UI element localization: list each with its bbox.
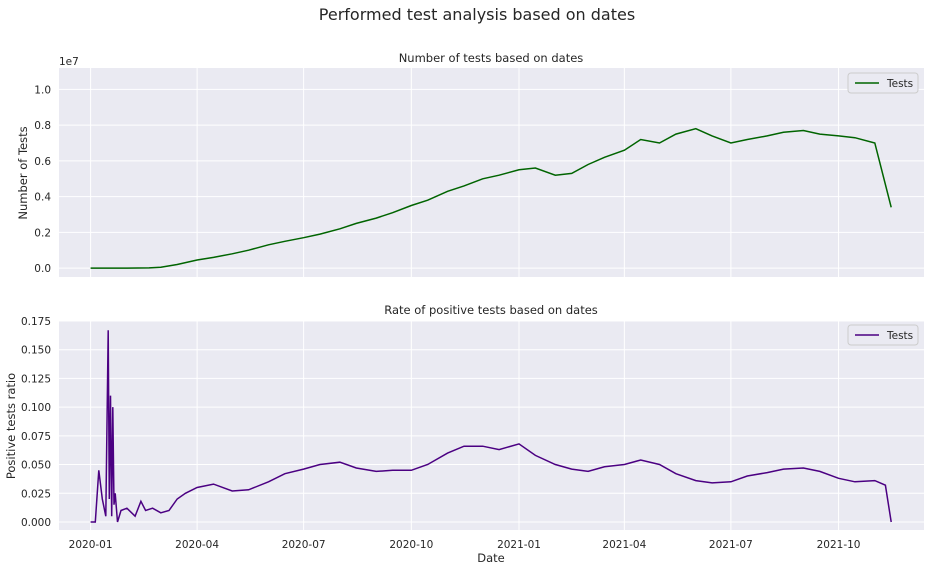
positive-rate-y-axis-label: Positive tests ratio: [4, 373, 18, 479]
y-tick-label: 0.125: [21, 373, 51, 385]
y-tick-label: 0.175: [21, 316, 51, 328]
x-tick-label: 2020-10: [389, 539, 433, 551]
x-tick-label: 2021-01: [497, 539, 541, 551]
positive-rate-x-ticks: 2020-01 2020-04 2020-07 2020-10 2021-01 2021-…: [69, 539, 861, 551]
x-tick-label: 2021-04: [602, 539, 646, 551]
positive-rate-chart-title: Rate of positive tests based on dates: [384, 303, 598, 317]
positive-rate-plot-area: [59, 321, 924, 530]
tests-legend-box: [847, 72, 919, 94]
y-tick-label: 0.150: [21, 345, 51, 357]
y-tick-label: 0.050: [21, 460, 51, 472]
y-tick-label: 0.025: [21, 488, 51, 500]
y-tick-label: 0.000: [21, 517, 51, 529]
y-tick-label: 1.0: [34, 84, 51, 96]
positive-rate-legend-label: Tests: [886, 330, 913, 342]
x-tick-label: 2020-07: [282, 539, 326, 551]
tests-series-line: [90, 127, 892, 269]
tests-y-axis-label: Number of Tests: [16, 126, 30, 219]
y-tick-label: 0.0: [34, 263, 51, 275]
tests-legend: Tests: [847, 72, 919, 94]
positive-rate-x-axis-label: Date: [477, 551, 505, 565]
x-tick-label: 2020-04: [175, 539, 219, 551]
tests-y-ticks: 0.0 0.2 0.4 0.6 0.8 1.0: [34, 84, 51, 275]
positive-rate-chart: 2020-01 2020-04 2020-07 2020-10 2021-01 2021-…: [4, 303, 924, 565]
figure-title: Performed test analysis based on dates: [319, 5, 635, 24]
positive-rate-series-line: [90, 330, 892, 523]
tests-y-offset-label: 1e7: [59, 56, 79, 68]
y-tick-label: 0.075: [21, 431, 51, 443]
tests-grid: [59, 68, 924, 277]
x-tick-label: 2021-07: [709, 539, 753, 551]
positive-rate-grid: [59, 320, 924, 530]
y-tick-label: 0.6: [34, 156, 51, 168]
tests-chart-title: Number of tests based on dates: [399, 51, 584, 65]
x-tick-label: 2020-01: [69, 539, 113, 551]
tests-chart: 0.0 0.2 0.4 0.6 0.8 1.0 Number of tests based…: [16, 51, 924, 277]
tests-plot-area: [59, 68, 924, 277]
tests-legend-label: Tests: [886, 78, 913, 90]
positive-rate-legend: Tests: [847, 324, 919, 346]
x-tick-label: 2021-10: [817, 539, 861, 551]
y-tick-label: 0.100: [21, 402, 51, 414]
y-tick-label: 0.8: [34, 120, 51, 132]
positive-rate-legend-box: [847, 324, 919, 346]
y-tick-label: 0.2: [34, 227, 51, 239]
positive-rate-y-ticks: 0.000 0.025 0.050 0.075 0.100 0.125 0.150 0.175: [21, 316, 51, 529]
y-tick-label: 0.4: [34, 192, 51, 204]
